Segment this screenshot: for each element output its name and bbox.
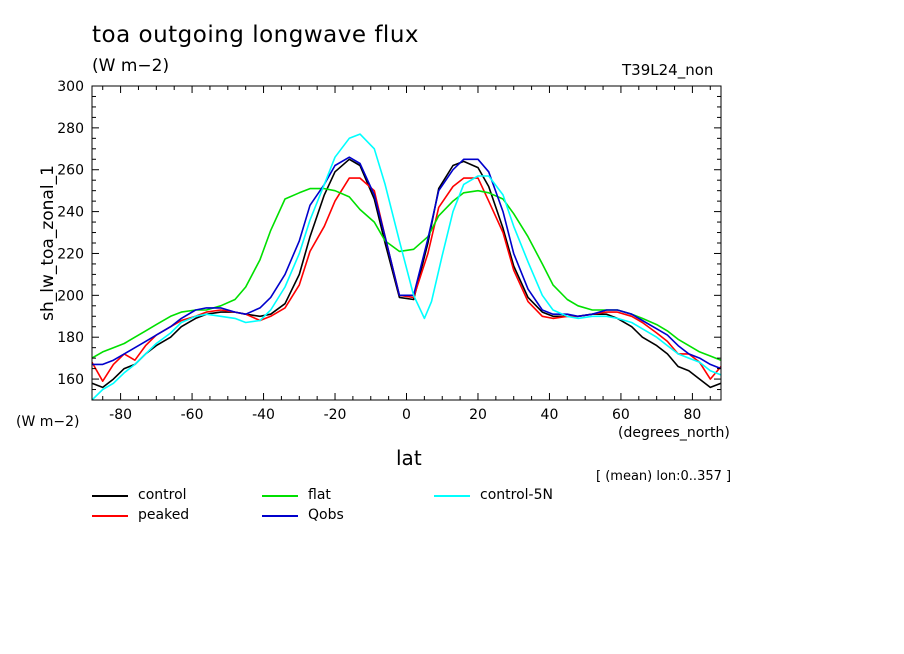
x-tick-label: 40	[541, 407, 559, 423]
legend-label: control-5N	[480, 487, 553, 503]
x-tick-label: -80	[109, 407, 132, 423]
y-tick-label: 200	[57, 288, 84, 304]
chart-title: toa outgoing longwave flux	[92, 22, 420, 48]
x-tick-label: 0	[402, 407, 411, 423]
x-tick-label: 80	[683, 407, 701, 423]
plot-frame	[91, 85, 722, 401]
y-tick-label: 260	[57, 163, 84, 179]
y-tick-label: 220	[57, 246, 84, 262]
run-label: T39L24_non	[622, 61, 714, 79]
y-tick-label: 180	[57, 330, 84, 346]
legend-label: control	[138, 487, 187, 503]
y-axis-units: (W m−2)	[16, 414, 80, 430]
x-tick-label: -40	[252, 407, 275, 423]
y-tick-label: 300	[57, 79, 84, 95]
series-line-control-5N	[92, 133, 721, 400]
x-axis-units: (degrees_north)	[618, 425, 730, 441]
x-tick-label: -60	[181, 407, 204, 423]
series-line-peaked	[92, 177, 721, 383]
legend-label: flat	[308, 487, 331, 503]
legend-swatch	[262, 495, 298, 497]
legend-label: peaked	[138, 507, 190, 523]
legend-swatch	[92, 515, 128, 517]
series-line-control	[92, 158, 721, 389]
x-tick-label: -20	[324, 407, 347, 423]
y-tick-label: 160	[57, 372, 84, 388]
x-tick-label: 60	[612, 407, 630, 423]
legend-swatch	[262, 515, 298, 517]
x-axis-label: lat	[396, 446, 422, 470]
x-tick-label: 20	[469, 407, 487, 423]
series-line-Qobs	[92, 156, 721, 370]
y-tick-label: 240	[57, 205, 84, 221]
series-layer	[92, 133, 721, 400]
legend-swatch	[434, 495, 470, 497]
axis-layer: -80 -60 -40 -20 0 20 40 60 80 160 180 200 220 240 260 2…	[57, 79, 722, 423]
series-line-flat	[92, 187, 721, 361]
averaging-note: [ (mean) lon:0..357 ]	[596, 469, 732, 484]
legend-swatch	[92, 495, 128, 497]
legend-label: Qobs	[308, 507, 344, 523]
y-tick-label: 280	[57, 121, 84, 137]
units-label: (W m−2)	[92, 56, 170, 76]
